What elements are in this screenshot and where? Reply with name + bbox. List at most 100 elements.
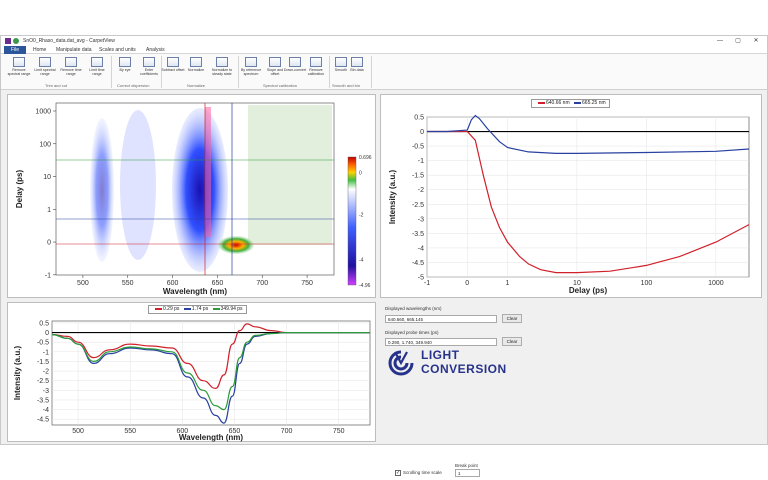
tab-manipulate-data[interactable]: Manipulate data: [56, 47, 92, 53]
clear-times-button[interactable]: Clear: [502, 337, 522, 346]
y-tick-label: -2.5: [412, 202, 424, 209]
maximize-button[interactable]: ▢: [735, 38, 741, 44]
by-eye-button[interactable]: By eye: [113, 57, 137, 72]
x-tick-label: 100: [641, 280, 653, 287]
x-tick-label: 550: [122, 280, 134, 287]
y-tick-label: -2.5: [37, 378, 49, 385]
kinetics-legend: 640.66 nm 665.25 nm: [531, 99, 610, 108]
carpetview-window: SnO0_Rhaso_data.dat_avg - CarpetView — ▢…: [0, 35, 768, 477]
button-label: Limit spectral range: [34, 68, 56, 76]
limit-time-range-button[interactable]: Limit time range: [85, 57, 109, 76]
y-tick-label: 100: [39, 141, 51, 148]
legend-entry: 349.94 ps: [220, 306, 243, 312]
enter-coefficients-button[interactable]: Enter coefficients: [137, 57, 161, 76]
window-title: SnO0_Rhaso_data.dat_avg - CarpetView: [23, 38, 115, 44]
times-input[interactable]: [385, 338, 497, 346]
bin-data-button[interactable]: Bin data: [345, 57, 369, 72]
y-tick-label: -4: [418, 245, 424, 252]
colorbar-ticks: 0.696 0 -2 -4 -4.96: [359, 155, 372, 289]
colorbar-tick-label: 0: [359, 170, 362, 176]
kinetics-gridlines: [426, 116, 749, 278]
spectra-y-ticks: 0.5 0 -0.5 -1 -1.5 -2 -2.5 -3 -3.5 -4 -4.5: [37, 320, 49, 423]
normalize-steady-state-button[interactable]: Normalize to steady state: [207, 57, 237, 76]
x-tick-label: 1: [506, 280, 510, 287]
title-bar: SnO0_Rhaso_data.dat_avg - CarpetView — ▢…: [1, 36, 767, 46]
y-tick-label: 0: [420, 129, 424, 136]
x-tick-label: 600: [176, 428, 188, 435]
carpet-plot-panel[interactable]: 500 550 600 650 700 750 1000 100 10 1 0 -1 Wavelen…: [7, 94, 376, 298]
legend-entry: 665.25 nm: [582, 100, 606, 106]
clear-wavelengths-button[interactable]: Clear: [502, 314, 522, 323]
tab-analysis[interactable]: Analysis: [146, 47, 165, 53]
button-label: Normalize: [187, 68, 205, 72]
button-label: Subtract offset: [161, 68, 185, 72]
by-eye-icon: [119, 57, 131, 67]
normalize-icon: [190, 57, 202, 67]
minimize-button[interactable]: —: [717, 38, 723, 44]
series-line-349-94-ps: [51, 332, 370, 411]
normalize-button[interactable]: Normalize: [184, 57, 208, 72]
tab-file[interactable]: File: [4, 46, 26, 54]
tab-scales-and-units[interactable]: Scales and units: [99, 47, 136, 53]
button-label: Slope and offset: [266, 68, 284, 76]
tab-home[interactable]: Home: [33, 47, 47, 53]
down-convert-icon: [289, 57, 301, 67]
ribbon-separator: [371, 56, 372, 88]
by-reference-spectrum-button[interactable]: By reference spectrum: [237, 57, 265, 76]
group-normalize: Normalize: [187, 83, 206, 88]
spectra-panel[interactable]: 500 550 600 650 700 750 0.5 0 -0.5 -1 -1.5 -2 -2.5 -…: [7, 302, 376, 442]
kinetics-plot[interactable]: -1 0 1 10 100 1000 0.5 0 -0.5 -1 -1.5 -2 -2.5 -3 -3.5…: [381, 95, 763, 299]
ribbon-separator: [161, 56, 162, 88]
break-point-input[interactable]: [455, 469, 480, 477]
limit-spectral-range-button[interactable]: Limit spectral range: [33, 57, 57, 76]
button-label: Limit time range: [89, 68, 105, 76]
by-reference-spectrum-icon: [245, 57, 257, 67]
x-tick-label: 0: [465, 280, 469, 287]
legend-swatch: [183, 307, 191, 310]
legend-entry: 640.66 nm: [546, 100, 570, 106]
group-smooth-and-bin: Smooth and bin: [332, 83, 361, 88]
spectra-x-ticks: 500 550 600 650 700 750: [72, 428, 344, 435]
wavelengths-input[interactable]: [385, 315, 497, 323]
x-tick-label: 550: [124, 428, 136, 435]
subtract-offset-icon: [167, 57, 179, 67]
y-tick-label: -0.5: [412, 144, 424, 151]
save-icon[interactable]: [13, 38, 19, 44]
normalize-steady-state-icon: [216, 57, 228, 67]
remove-spectral-range-button[interactable]: Remove spectral range: [7, 57, 31, 76]
y-tick-label: 10: [43, 174, 51, 181]
smooth-button[interactable]: Smooth: [329, 57, 353, 72]
bleach-band-640: [172, 108, 228, 272]
carpet-y-label: Delay (ps): [15, 170, 24, 209]
subtract-offset-button[interactable]: Subtract offset: [161, 57, 185, 72]
slope-offset-button[interactable]: Slope and offset: [263, 57, 287, 76]
group-trim-and-cut: Trim and cut: [45, 83, 68, 88]
x-tick-label: 650: [229, 428, 241, 435]
colorbar-tick-label: 0.696: [359, 155, 372, 161]
break-point-label: Break point: [455, 463, 478, 468]
legend-entry: 0.29 ps: [163, 306, 180, 312]
remove-time-range-button[interactable]: Remove time range: [59, 57, 83, 76]
button-label: By reference spectrum: [240, 68, 262, 76]
down-convert-button[interactable]: Down-convert: [283, 57, 307, 72]
button-label: Normalize to steady state: [211, 68, 233, 76]
x-tick-label: 1000: [708, 280, 724, 287]
remove-calibration-button[interactable]: Remove calibration: [303, 57, 329, 76]
y-tick-label: -3.5: [412, 231, 424, 238]
kinetics-panel[interactable]: -1 0 1 10 100 1000 0.5 0 -0.5 -1 -1.5 -2 -2.5 -3 -3.5…: [380, 94, 762, 298]
series-line-665-25-nm: [427, 114, 750, 154]
button-label: Down-convert: [283, 68, 307, 72]
legend-swatch: [574, 101, 582, 104]
y-tick-label: -0.5: [37, 340, 49, 347]
close-button[interactable]: ✕: [753, 38, 759, 44]
button-label: Enter coefficients: [140, 68, 158, 76]
y-tick-label: -3: [43, 388, 49, 395]
scrolling-time-scale-checkbox[interactable]: ✓: [395, 470, 401, 476]
spectra-plot[interactable]: 500 550 600 650 700 750 0.5 0 -0.5 -1 -1.5 -2 -2.5 -…: [8, 303, 377, 443]
legend-swatch: [155, 307, 162, 310]
group-spectral-calibration: Spectral calibration: [263, 83, 298, 88]
button-label: Remove spectral range: [7, 68, 31, 76]
spectra-gridlines: [52, 321, 370, 425]
